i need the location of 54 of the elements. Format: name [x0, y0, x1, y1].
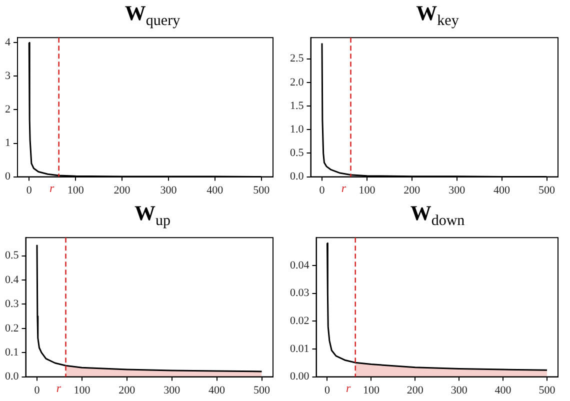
x-tick-label: 400: [208, 384, 226, 396]
ref-line-label: r: [346, 380, 352, 395]
chart-title: W$_{up}$: [134, 200, 172, 230]
x-tick-label: 400: [494, 384, 512, 396]
chart-title: W$_{query}$: [124, 0, 182, 30]
x-tick-label: 500: [538, 184, 556, 196]
y-tick-label: 1.5: [290, 100, 304, 112]
x-tick-label: 300: [160, 184, 178, 196]
y-tick-label: 3: [5, 70, 11, 82]
x-tick-label: 0: [319, 184, 326, 196]
chart-title: W$_{down}$: [409, 200, 466, 230]
y-tick-label: 0.5: [5, 250, 20, 262]
y-tick-label: 4: [5, 36, 11, 49]
y-tick-label: 2.5: [290, 52, 304, 65]
y-tick-label: 2: [5, 104, 10, 116]
x-tick-label: 200: [406, 384, 424, 396]
y-tick-label: 0.0: [5, 370, 20, 383]
ref-line-label: r: [341, 180, 346, 195]
y-tick-label: 0.03: [290, 287, 310, 300]
y-tick-label: 2.0: [290, 76, 304, 88]
x-tick-label: 0: [324, 384, 330, 396]
y-tick-label: 0.2: [5, 322, 19, 334]
x-tick-label: 0: [34, 384, 40, 396]
y-tick-label: 0.1: [5, 346, 19, 358]
y-tick-label: 0.4: [5, 274, 20, 286]
x-tick-label: 500: [538, 384, 556, 396]
y-tick-label: 0.01: [290, 342, 310, 355]
y-tick-label: 0.3: [5, 298, 20, 310]
x-tick-label: 100: [67, 184, 84, 196]
y-tick-label: 1: [5, 137, 10, 150]
y-tick-label: 0.02: [290, 315, 310, 328]
y-tick-label: 0.00: [290, 370, 310, 383]
x-tick-label: 300: [164, 384, 181, 396]
y-tick-label: 0.0: [290, 170, 304, 183]
x-tick-label: 400: [494, 184, 511, 196]
x-tick-label: 300: [450, 384, 468, 396]
x-tick-label: 200: [404, 184, 421, 196]
x-tick-label: 100: [358, 184, 376, 196]
chart-title: W$_{key}$: [415, 0, 460, 30]
x-tick-label: 300: [448, 184, 466, 196]
x-tick-label: 200: [118, 384, 136, 396]
x-tick-label: 400: [206, 184, 224, 196]
y-tick-label: 1.0: [290, 124, 304, 136]
y-tick-label: 0.5: [290, 147, 304, 160]
x-tick-label: 0: [26, 184, 32, 196]
x-tick-label: 200: [114, 184, 131, 196]
x-tick-label: 100: [362, 384, 380, 396]
x-tick-label: 500: [253, 184, 270, 196]
x-tick-label: 100: [74, 384, 91, 396]
ref-line-label: r: [50, 180, 55, 195]
ref-line-label: r: [56, 380, 62, 395]
y-tick-label: 0: [5, 170, 11, 183]
y-tick-label: 0.04: [290, 259, 310, 272]
x-tick-label: 500: [254, 384, 271, 396]
